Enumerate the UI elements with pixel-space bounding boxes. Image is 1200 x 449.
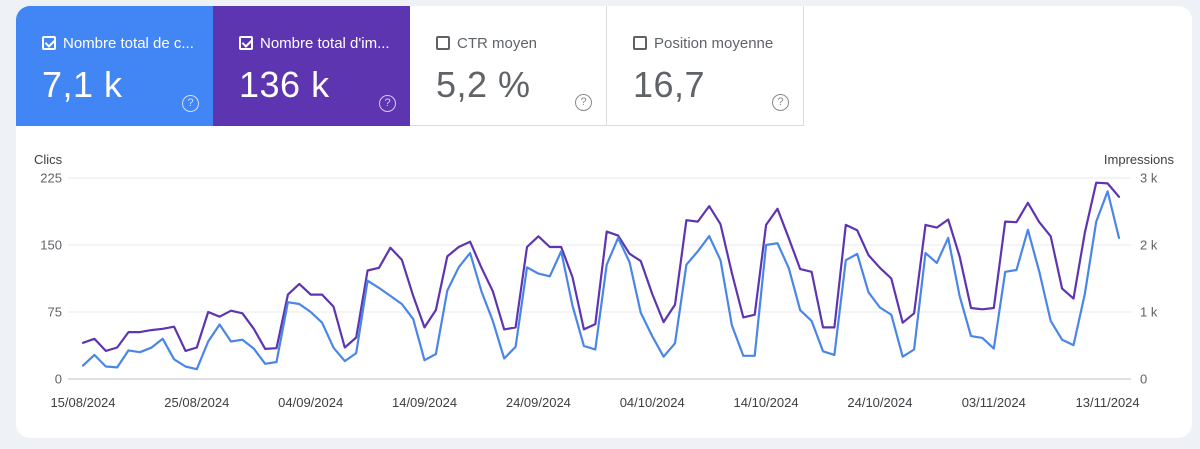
metric-ctr-tile[interactable]: CTR moyen 5,2 %? — [410, 6, 607, 126]
y-tick-label-left: 150 — [40, 238, 62, 253]
unchecked-checkbox-icon[interactable] — [436, 36, 450, 50]
x-tick-label: 24/10/2024 — [847, 395, 912, 410]
y-tick-label-right: 0 — [1140, 372, 1147, 387]
help-icon[interactable]: ? — [182, 95, 199, 112]
y-tick-label-left: 225 — [40, 171, 62, 186]
metric-label: Nombre total d'im... — [260, 34, 390, 52]
x-tick-label: 14/09/2024 — [392, 395, 457, 410]
metric-header: CTR moyen — [436, 32, 606, 54]
y-tick-label-left: 0 — [55, 372, 62, 387]
x-tick-label: 04/10/2024 — [620, 395, 685, 410]
metric-label: Position moyenne — [654, 34, 774, 52]
metric-total-clicks-tile[interactable]: Nombre total de c... 7,1 k? — [16, 6, 213, 126]
help-icon[interactable]: ? — [379, 95, 396, 112]
metric-value: 5,2 % — [436, 64, 531, 105]
series-line-clicks — [81, 190, 1121, 371]
help-icon[interactable]: ? — [575, 94, 592, 111]
metric-header: Nombre total d'im... — [239, 32, 410, 54]
y-tick-label-right: 3 k — [1140, 171, 1158, 186]
y-tick-label-right: 1 k — [1140, 305, 1158, 320]
x-tick-label: 03/11/2024 — [962, 395, 1026, 410]
metric-label: CTR moyen — [457, 34, 538, 52]
x-tick-label: 04/09/2024 — [278, 395, 343, 410]
metric-label: Nombre total de c... — [63, 34, 194, 52]
y-tick-label-left: 75 — [48, 305, 62, 320]
checked-checkbox-icon[interactable] — [239, 36, 253, 50]
performance-chart: Clics Impressions 225 3 k 150 2 k 75 1 k 0 0 15/08… — [34, 152, 1175, 410]
y-axis-title-left: Clics — [34, 152, 63, 167]
unchecked-checkbox-icon[interactable] — [633, 36, 647, 50]
y-axis-title-right: Impressions — [1104, 152, 1175, 167]
help-icon[interactable]: ? — [772, 94, 789, 111]
metric-position-tile[interactable]: Position moyenne 16,7? — [607, 6, 804, 126]
series-line-impressions — [81, 181, 1121, 352]
metric-value: 7,1 k — [42, 64, 123, 105]
x-tick-label: 15/08/2024 — [50, 395, 115, 410]
checked-checkbox-icon[interactable] — [42, 36, 56, 50]
y-tick-label-right: 2 k — [1140, 238, 1158, 253]
x-tick-label: 14/10/2024 — [734, 395, 799, 410]
x-tick-label: 24/09/2024 — [506, 395, 571, 410]
metric-value: 16,7 — [633, 64, 706, 105]
x-tick-label: 13/11/2024 — [1076, 395, 1140, 410]
performance-card: Nombre total de c... 7,1 k? Nombre total d… — [16, 6, 1192, 438]
metric-total-impressions-tile[interactable]: Nombre total d'im... 136 k? — [213, 6, 410, 126]
metric-header: Nombre total de c... — [42, 32, 213, 54]
metric-value: 136 k — [239, 64, 330, 105]
metric-header: Position moyenne — [633, 32, 803, 54]
x-tick-label: 25/08/2024 — [164, 395, 229, 410]
